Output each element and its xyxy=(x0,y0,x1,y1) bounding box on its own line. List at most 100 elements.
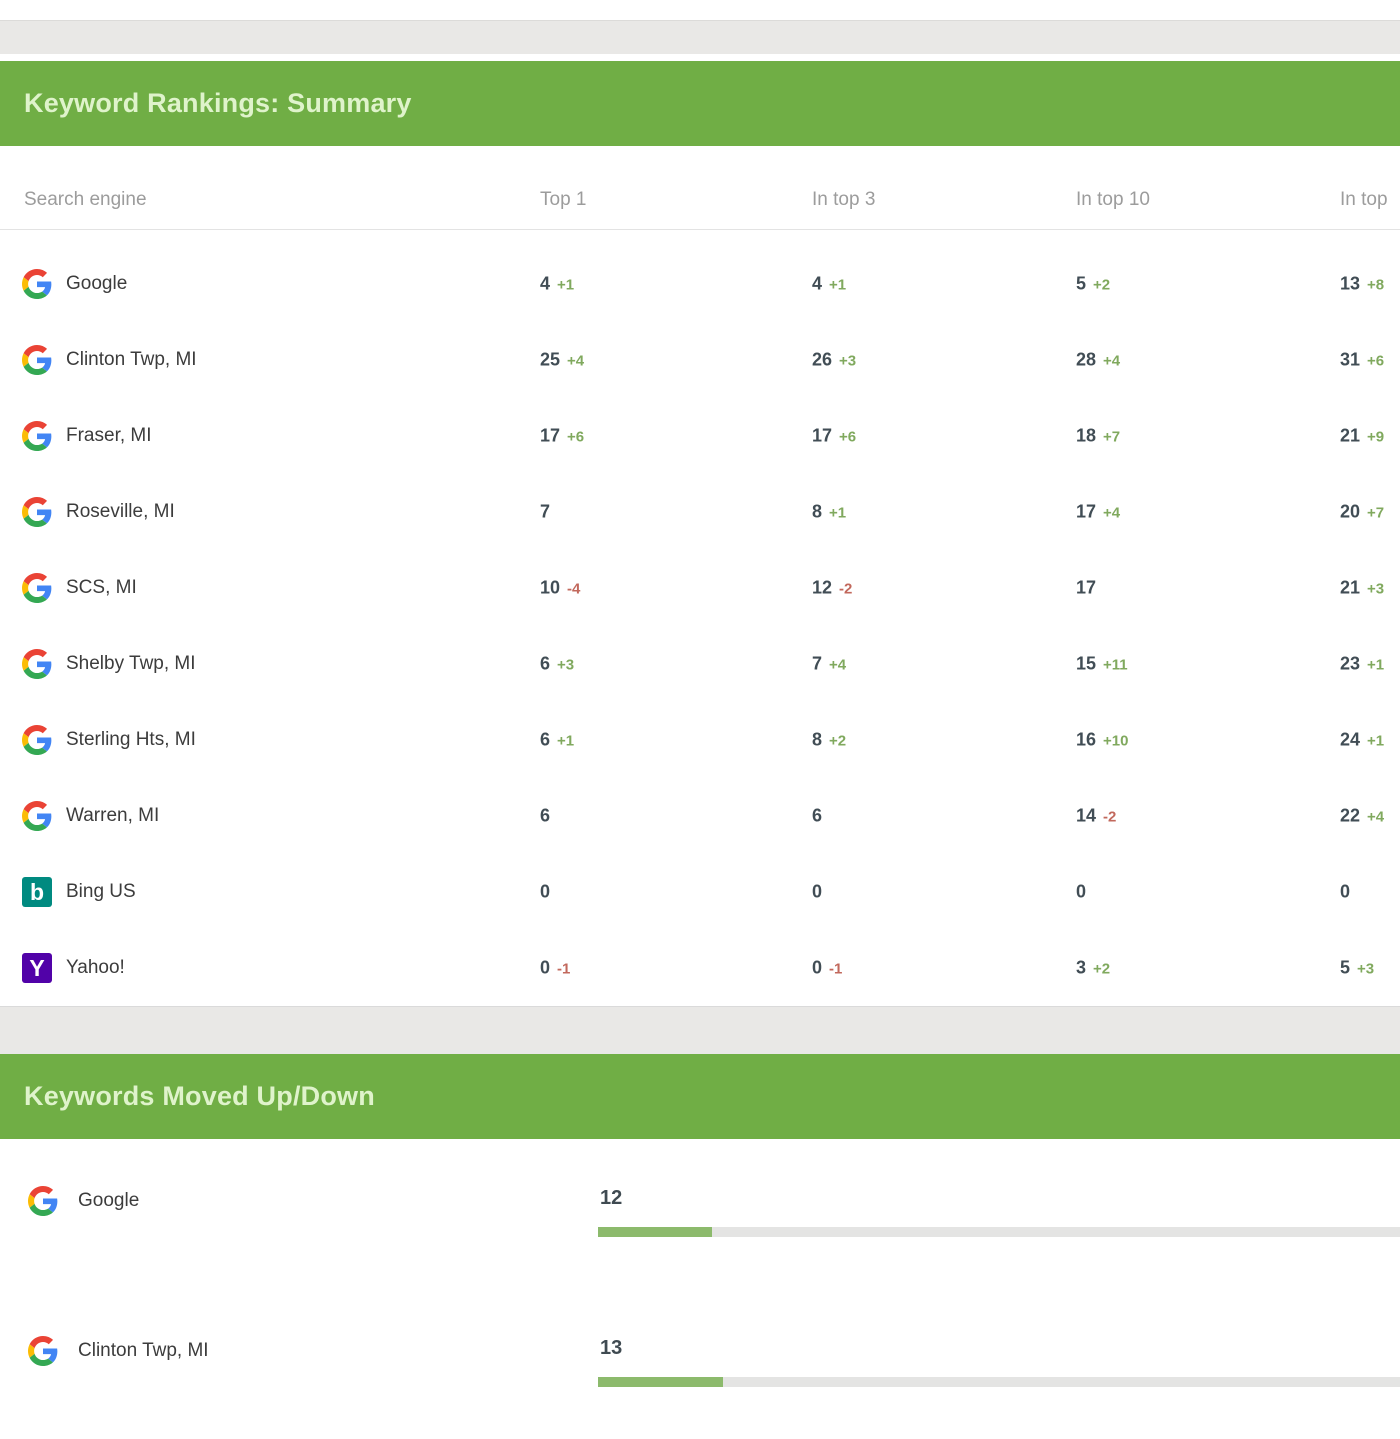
rank-count: 17 xyxy=(812,425,833,446)
rank-value-cell: 5 +2 xyxy=(1076,274,1110,295)
rank-count: 10 xyxy=(540,577,561,598)
rank-value-cell: 25 +4 xyxy=(540,350,584,371)
rank-delta: +3 xyxy=(839,352,857,370)
search-engine-cell: Google xyxy=(22,269,127,299)
rank-value-cell: 8 +1 xyxy=(812,502,846,523)
table-row: b Bing US 0 0 0 0 xyxy=(0,854,1400,930)
rank-value-cell: 12 -2 xyxy=(812,578,852,599)
rank-delta: +6 xyxy=(1367,352,1385,370)
rank-value-cell: 31 +6 xyxy=(1340,350,1384,371)
rank-count: 17 xyxy=(1076,501,1097,522)
rank-count: 26 xyxy=(812,349,833,370)
search-engine-label: Clinton Twp, MI xyxy=(78,1340,209,1361)
table-row: Sterling Hts, MI 6 +1 8 +2 16 +10 24 +1 xyxy=(0,702,1400,778)
rank-delta: +2 xyxy=(1093,960,1111,978)
search-engine-cell: Roseville, MI xyxy=(22,497,175,527)
column-in-top-10: In top 10 xyxy=(1076,189,1150,210)
summary-table-body: Google 4 +1 4 +1 5 +2 13 +8 Clinton Twp, MI 25 +4 26… xyxy=(0,230,1400,1006)
rank-delta: +9 xyxy=(1367,428,1385,446)
rank-count: 6 xyxy=(812,805,823,826)
rank-value-cell: 6 +1 xyxy=(540,730,574,751)
rank-count: 15 xyxy=(1076,653,1097,674)
search-engine-cell: Sterling Hts, MI xyxy=(22,725,196,755)
rank-value-cell: 17 +6 xyxy=(540,426,584,447)
rank-value-cell: 23 +1 xyxy=(1340,654,1384,675)
rank-value-cell: 18 +7 xyxy=(1076,426,1120,447)
divider-gap xyxy=(0,54,1400,61)
search-engine-label: Roseville, MI xyxy=(66,501,175,522)
moved-count: 13 xyxy=(600,1337,623,1359)
rank-delta: +1 xyxy=(829,504,847,522)
rank-delta: +3 xyxy=(1357,960,1375,978)
table-row: Clinton Twp, MI 25 +4 26 +3 28 +4 31 +6 xyxy=(0,322,1400,398)
rank-value-cell: 17 +6 xyxy=(812,426,856,447)
rank-delta: +1 xyxy=(557,732,575,750)
rank-delta: -4 xyxy=(567,580,581,598)
moved-rows: Google 12 Clinton Twp, MI 13 xyxy=(0,1139,1400,1439)
rank-delta: -2 xyxy=(1103,808,1117,826)
search-engine-cell: Fraser, MI xyxy=(22,421,152,451)
rank-delta: +4 xyxy=(1103,352,1121,370)
rank-value-cell: 17 xyxy=(1076,578,1096,599)
rank-delta: +2 xyxy=(1093,276,1111,294)
rank-value-cell: 13 +8 xyxy=(1340,274,1384,295)
google-icon xyxy=(28,1186,58,1216)
rank-delta: +6 xyxy=(839,428,857,446)
rank-value-cell: 0 xyxy=(1076,882,1086,903)
rank-delta: +1 xyxy=(1367,732,1385,750)
rank-count: 22 xyxy=(1340,805,1361,826)
search-engine-label: Yahoo! xyxy=(66,957,125,978)
rank-count: 24 xyxy=(1340,729,1361,750)
rank-value-cell: 7 xyxy=(540,502,550,523)
page-top-margin xyxy=(0,0,1400,20)
rank-count: 28 xyxy=(1076,349,1097,370)
table-row: SCS, MI 10 -4 12 -2 17 21 +3 xyxy=(0,550,1400,626)
rank-count: 6 xyxy=(540,805,551,826)
summary-section-header: Keyword Rankings: Summary xyxy=(0,61,1400,146)
search-engine-cell: Google xyxy=(28,1186,139,1216)
rank-count: 5 xyxy=(1340,957,1351,978)
rank-value-cell: 28 +4 xyxy=(1076,350,1120,371)
summary-table-header: Search engine Top 1 In top 3 In top 10 I… xyxy=(0,146,1400,230)
rank-delta: +7 xyxy=(1367,504,1385,522)
google-icon xyxy=(28,1336,58,1366)
rank-value-cell: 15 +11 xyxy=(1076,654,1128,675)
progress-bar-track xyxy=(598,1227,1400,1237)
yahoo-icon: Y xyxy=(22,953,52,983)
search-engine-cell: Y Yahoo! xyxy=(22,953,125,983)
search-engine-cell: Clinton Twp, MI xyxy=(22,345,197,375)
rank-delta: +3 xyxy=(557,656,575,674)
rank-delta: +3 xyxy=(1367,580,1385,598)
progress-bar-fill xyxy=(598,1227,712,1237)
column-search-engine: Search engine xyxy=(24,189,147,210)
rank-count: 23 xyxy=(1340,653,1361,674)
table-row: Y Yahoo! 0 -1 0 -1 3 +2 5 +3 xyxy=(0,930,1400,1006)
search-engine-label: Fraser, MI xyxy=(66,425,152,446)
search-engine-label: Warren, MI xyxy=(66,805,160,826)
google-icon xyxy=(22,269,52,299)
rank-value-cell: 0 -1 xyxy=(540,958,570,979)
table-row: Fraser, MI 17 +6 17 +6 18 +7 21 +9 xyxy=(0,398,1400,474)
rank-delta: +11 xyxy=(1103,656,1128,674)
rank-count: 6 xyxy=(540,653,551,674)
rank-count: 17 xyxy=(540,425,561,446)
rank-count: 14 xyxy=(1076,805,1097,826)
rank-value-cell: 21 +9 xyxy=(1340,426,1384,447)
search-engine-label: Bing US xyxy=(66,881,136,902)
google-icon xyxy=(22,725,52,755)
rank-value-cell: 3 +2 xyxy=(1076,958,1110,979)
rank-delta: +10 xyxy=(1103,732,1129,750)
rank-value-cell: 10 -4 xyxy=(540,578,580,599)
rank-count: 17 xyxy=(1076,577,1097,598)
rank-value-cell: 5 +3 xyxy=(1340,958,1374,979)
rank-count: 20 xyxy=(1340,501,1361,522)
rank-count: 0 xyxy=(812,881,823,902)
rank-count: 21 xyxy=(1340,577,1361,598)
rank-delta: +4 xyxy=(1103,504,1121,522)
rank-value-cell: 17 +4 xyxy=(1076,502,1120,523)
rank-count: 0 xyxy=(1340,881,1351,902)
table-row: Roseville, MI 7 8 +1 17 +4 20 +7 xyxy=(0,474,1400,550)
progress-bar-fill xyxy=(598,1377,724,1387)
rank-value-cell: 22 +4 xyxy=(1340,806,1384,827)
table-row: Warren, MI 6 6 14 -2 22 +4 xyxy=(0,778,1400,854)
